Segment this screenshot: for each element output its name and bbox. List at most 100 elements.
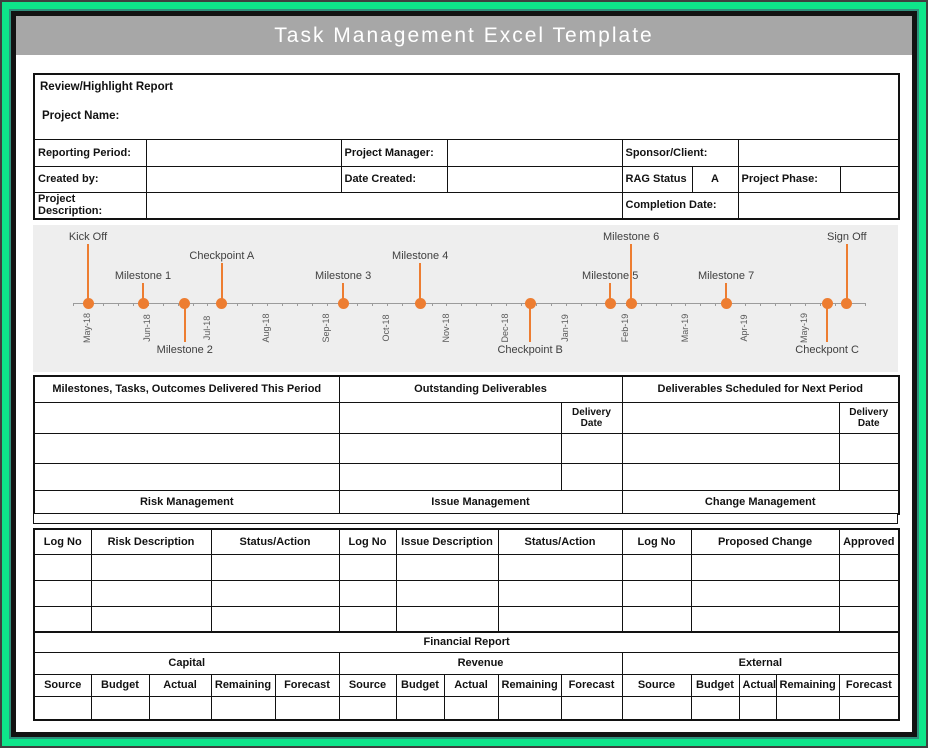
log-cell[interactable] [210,553,340,581]
outstanding-entry-cell[interactable] [338,432,562,464]
log-cell[interactable] [338,579,397,607]
sponsor-client-value-cell[interactable] [737,138,900,167]
outstanding-entry-cell[interactable] [338,401,562,434]
log-cell[interactable] [90,553,212,581]
external-source-header: Source [621,673,692,697]
financial-cell[interactable] [775,695,840,721]
financial-cell[interactable] [690,695,740,721]
log-cell[interactable] [33,579,92,607]
log-cell[interactable] [621,605,692,633]
milestone-stem [725,283,728,303]
financial-cell[interactable] [90,695,150,721]
risk-management-header: Risk Management [33,489,340,515]
title-banner: Task Management Excel Template [16,16,912,55]
log-cell[interactable] [690,553,840,581]
report-section-title: Review/Highlight Report [40,81,173,93]
milestone-stem [419,263,422,303]
axis-tick [670,303,672,306]
financial-cell[interactable] [621,695,692,721]
financial-cell[interactable] [148,695,212,721]
log-cell[interactable] [497,605,623,633]
milestone-dot [414,297,426,309]
page-title: Task Management Excel Template [274,24,654,47]
outstanding-entry-cell[interactable] [338,462,562,491]
milestone-timeline: May-18 Jun-18 Jul-18 Aug-18 Sep-18 Oct-18 Nov-… [33,225,898,372]
delivered-entry-cell[interactable] [33,401,340,434]
next-period-entry-cell[interactable] [621,401,840,434]
financial-cell[interactable] [33,695,92,721]
axis-tick [745,303,747,306]
reporting-period-value-cell[interactable] [145,138,342,167]
financial-cell[interactable] [838,695,900,721]
log-table: Log No Risk Description Status/Action Lo… [33,528,900,633]
log-cell[interactable] [838,579,900,607]
delivered-entry-cell[interactable] [33,462,340,491]
financial-cell[interactable] [560,695,623,721]
month-label: Sep-18 [321,313,331,343]
log-cell[interactable] [338,553,397,581]
capital-source-header: Source [33,673,92,697]
financial-cell[interactable] [738,695,777,721]
rag-status-value[interactable]: A [691,165,739,193]
financial-cell[interactable] [274,695,340,721]
axis-tick [386,303,388,306]
revenue-source-header: Source [338,673,397,697]
log-cell[interactable] [395,605,499,633]
milestone-stem [220,263,223,303]
axis-tick [297,303,299,306]
log-cell[interactable] [690,579,840,607]
created-by-label: Created by: [33,165,147,193]
risk-log-no-header: Log No [33,528,92,555]
log-cell[interactable] [838,553,900,581]
deliverables-table: Milestones, Tasks, Outcomes Delivered Th… [33,375,900,515]
spacer-row [33,513,898,524]
outstanding-date-cell[interactable] [560,432,623,464]
date-created-label: Date Created: [340,165,448,193]
log-cell[interactable] [497,553,623,581]
axis-tick [864,303,866,306]
form-table: Review/Highlight Report Project Name: Re… [33,73,901,220]
project-description-value-cell[interactable] [145,191,623,220]
log-cell[interactable] [395,579,499,607]
financial-cell[interactable] [338,695,397,721]
log-cell[interactable] [621,579,692,607]
financial-cell[interactable] [395,695,445,721]
external-forecast-header: Forecast [838,673,900,697]
next-period-entry-cell[interactable] [621,432,840,464]
financial-cell[interactable] [210,695,276,721]
outstanding-date-cell[interactable] [560,462,623,491]
log-cell[interactable] [33,553,92,581]
financial-cell[interactable] [443,695,499,721]
financial-cell[interactable] [497,695,562,721]
log-cell[interactable] [690,605,840,633]
milestone-dot [604,297,616,309]
project-manager-value-cell[interactable] [446,138,623,167]
created-by-value-cell[interactable] [145,165,342,193]
log-cell[interactable] [33,605,92,633]
axis-tick [267,303,269,306]
log-cell[interactable] [395,553,499,581]
milestone-stem [342,283,345,303]
completion-date-value-cell[interactable] [737,191,900,220]
delivered-entry-cell[interactable] [33,432,340,464]
milestone-stem [87,244,89,303]
next-period-entry-cell[interactable] [621,462,840,491]
axis-tick [252,303,254,306]
log-cell[interactable] [90,605,212,633]
log-cell[interactable] [838,605,900,633]
project-manager-label: Project Manager: [340,138,448,167]
axis-tick [700,303,702,306]
log-cell[interactable] [210,605,340,633]
date-created-value-cell[interactable] [446,165,623,193]
log-cell[interactable] [621,553,692,581]
log-cell[interactable] [210,579,340,607]
log-cell[interactable] [338,605,397,633]
rag-status-label: RAG Status [621,165,693,193]
project-phase-value-cell[interactable] [839,165,900,193]
next-period-date-cell[interactable] [838,432,900,464]
next-period-date-cell[interactable] [838,462,900,491]
axis-tick [595,303,597,306]
log-cell[interactable] [497,579,623,607]
log-cell[interactable] [90,579,212,607]
